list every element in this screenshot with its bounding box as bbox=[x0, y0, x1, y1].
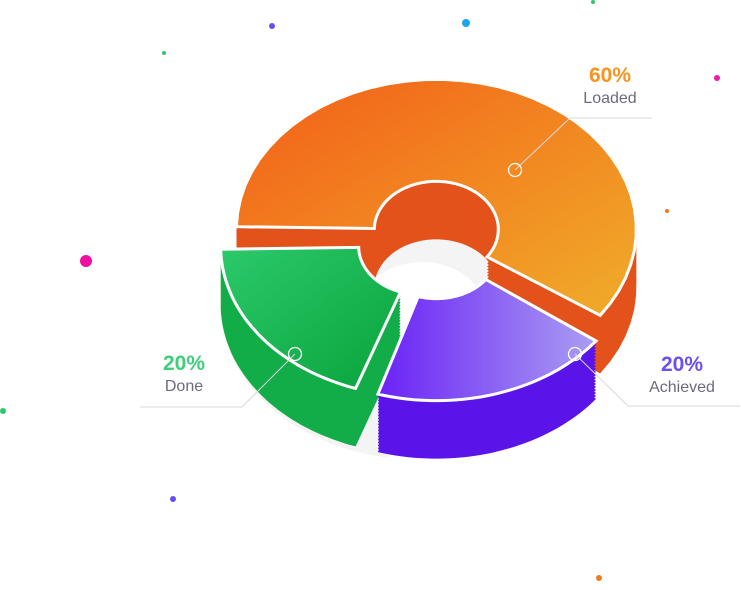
decorative-dot bbox=[162, 51, 166, 55]
label-achieved-name: Achieved bbox=[649, 379, 715, 396]
label-done: 20% Done bbox=[124, 352, 244, 398]
label-loaded: 60% Loaded bbox=[550, 64, 670, 110]
slice-done bbox=[219, 245, 403, 447]
slice-loaded bbox=[234, 77, 638, 374]
decorative-dot bbox=[269, 23, 275, 29]
decorative-dots bbox=[0, 0, 720, 581]
leader-line-loaded bbox=[514, 117, 652, 171]
decorative-dot bbox=[80, 255, 92, 267]
label-achieved: 20% Achieved bbox=[622, 353, 741, 399]
decorative-dot bbox=[714, 75, 720, 81]
slice-achieved-top bbox=[375, 277, 599, 403]
leader-line-done bbox=[140, 353, 296, 408]
decorative-dot bbox=[596, 575, 602, 581]
label-loaded-name: Loaded bbox=[583, 90, 637, 107]
leader-marker-done bbox=[287, 346, 303, 362]
leader-marker-achieved bbox=[567, 346, 583, 362]
slice-achieved bbox=[375, 277, 599, 459]
label-done-name: Done bbox=[164, 378, 204, 395]
slice-loaded-top bbox=[234, 77, 638, 318]
label-loaded-percent: 60% bbox=[588, 64, 632, 87]
label-achieved-percent: 20% bbox=[660, 353, 704, 376]
label-done-percent: 20% bbox=[162, 352, 206, 375]
decorative-dot bbox=[170, 496, 176, 502]
slice-done-top bbox=[219, 245, 403, 391]
decorative-dot bbox=[0, 408, 6, 414]
leader-marker-loaded bbox=[507, 162, 523, 178]
decorative-dot bbox=[462, 19, 470, 27]
decorative-dot bbox=[665, 209, 669, 213]
leader-line-achieved bbox=[574, 353, 740, 407]
decorative-dot bbox=[591, 0, 595, 4]
